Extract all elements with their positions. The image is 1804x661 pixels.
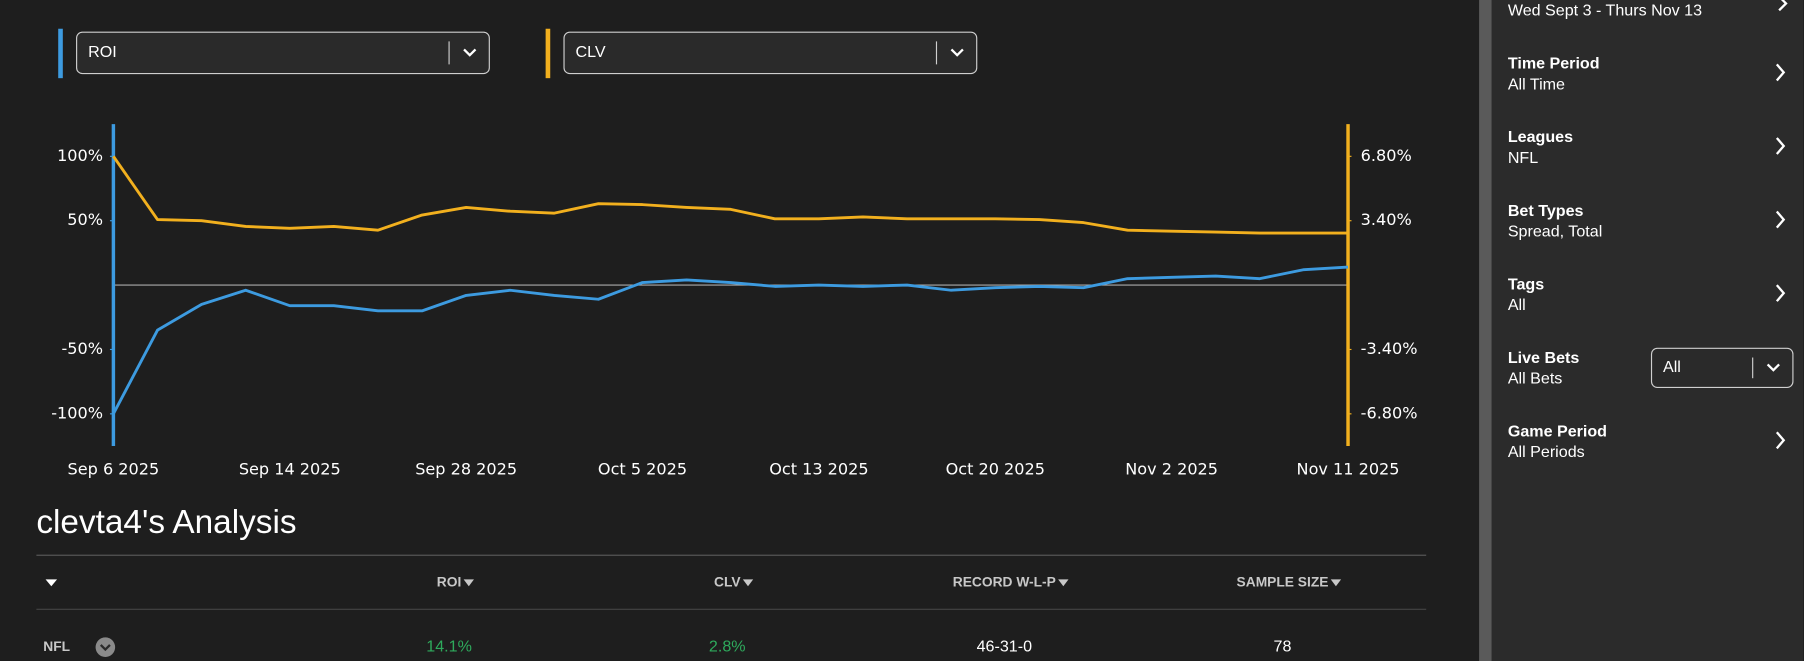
series-line (112, 155, 1349, 235)
column-header[interactable]: RECORD W-L-P (953, 574, 1056, 589)
chevron[interactable] (1775, 210, 1786, 229)
roi-indicator (58, 28, 63, 79)
cell: 14.1% (426, 637, 472, 655)
filter-value: All (1508, 296, 1526, 314)
chevron[interactable] (1775, 284, 1786, 302)
filter-value: NFL (1508, 149, 1538, 167)
cell: 46-31-0 (977, 637, 1032, 655)
y2-tick-label: 3.40% (1361, 210, 1412, 229)
clv-dropdown[interactable]: CLV (563, 31, 978, 75)
series-line (112, 265, 1349, 415)
x-tick-label: Sep 28 2025 (415, 460, 517, 479)
chevron[interactable] (1778, 0, 1788, 12)
filter-label[interactable]: Bet Types (1508, 202, 1584, 220)
column-header[interactable]: SAMPLE SIZE (1237, 574, 1329, 589)
x-tick-label: Sep 14 2025 (239, 460, 341, 479)
row-label: NFL (43, 639, 70, 654)
dropdown-label: All (1663, 358, 1681, 376)
clv-indicator (545, 28, 551, 79)
sidebar (1491, 0, 1804, 661)
dropdown-label: CLV (576, 43, 606, 61)
chevron (950, 48, 964, 57)
y-tick-label: 100% (57, 146, 103, 165)
x-tick-label: Sep 6 2025 (68, 460, 160, 479)
y2-tick-label: 6.80% (1361, 146, 1412, 165)
cell: 78 (1274, 637, 1292, 655)
filter-label[interactable]: Leagues (1508, 128, 1573, 146)
chevron[interactable] (1775, 137, 1786, 155)
chevron (463, 48, 477, 57)
chevron[interactable] (1775, 431, 1786, 450)
y2-tick-label: -3.40% (1361, 339, 1418, 358)
filter-dropdown[interactable] (1650, 347, 1794, 388)
expand-chevron (99, 644, 111, 652)
chart: 100% 50% -50% -100% 6.80% 3.40% -3.40% -6.80% Se… (51, 124, 1418, 479)
chevron[interactable] (1775, 63, 1786, 82)
y-tick-label: -50% (62, 339, 104, 358)
sort-toggle[interactable] (45, 579, 58, 587)
y-tick-label: 50% (67, 210, 103, 229)
analysis-table: ROI CLV RECORD W-L-P SAMPLE SIZE NFL 14.1% 2.8… (43, 574, 1342, 657)
x-tick-label: Nov 11 2025 (1297, 460, 1400, 479)
x-tick-label: Nov 2 2025 (1125, 460, 1218, 479)
cell: 2.8% (709, 637, 746, 655)
date-range: Wed Sept 3 - Thurs Nov 13 (1508, 2, 1702, 20)
expand-button[interactable] (95, 637, 116, 657)
y2-tick-label: -6.80% (1361, 403, 1418, 422)
filter-label[interactable]: Game Period (1508, 422, 1607, 440)
analysis-title: clevta4's Analysis (36, 504, 296, 541)
filter-value: All Bets (1508, 370, 1563, 388)
filter-value: Spread, Total (1508, 222, 1602, 240)
column-header[interactable]: ROI (437, 574, 462, 589)
filter-value: All Periods (1508, 443, 1585, 461)
column-header[interactable]: CLV (714, 574, 741, 589)
roi-dropdown[interactable]: ROI (76, 31, 490, 75)
main-panel (0, 0, 1480, 661)
chevron (1766, 363, 1780, 372)
filter-label[interactable]: Time Period (1508, 55, 1600, 73)
dropdown-label: ROI (88, 43, 117, 61)
filter-label[interactable]: Live Bets (1508, 349, 1580, 367)
dropdown-box[interactable] (563, 31, 978, 75)
y-tick-label: -100% (51, 403, 103, 422)
x-tick-label: Oct 20 2025 (946, 460, 1045, 479)
scrollbar[interactable] (1479, 0, 1492, 661)
x-tick-label: Oct 5 2025 (598, 460, 687, 479)
dropdown-box[interactable] (76, 31, 490, 75)
x-tick-label: Oct 13 2025 (769, 460, 868, 479)
sort-arrow[interactable] (1058, 579, 1069, 587)
filter-value: All Time (1508, 75, 1565, 93)
sort-arrow[interactable] (463, 579, 474, 587)
filters: Wed Sept 3 - Thurs Nov 13 Time Period All … (1508, 0, 1794, 461)
sort-arrow[interactable] (1330, 579, 1342, 587)
sort-arrow[interactable] (742, 579, 754, 587)
filter-label[interactable]: Tags (1508, 275, 1544, 293)
